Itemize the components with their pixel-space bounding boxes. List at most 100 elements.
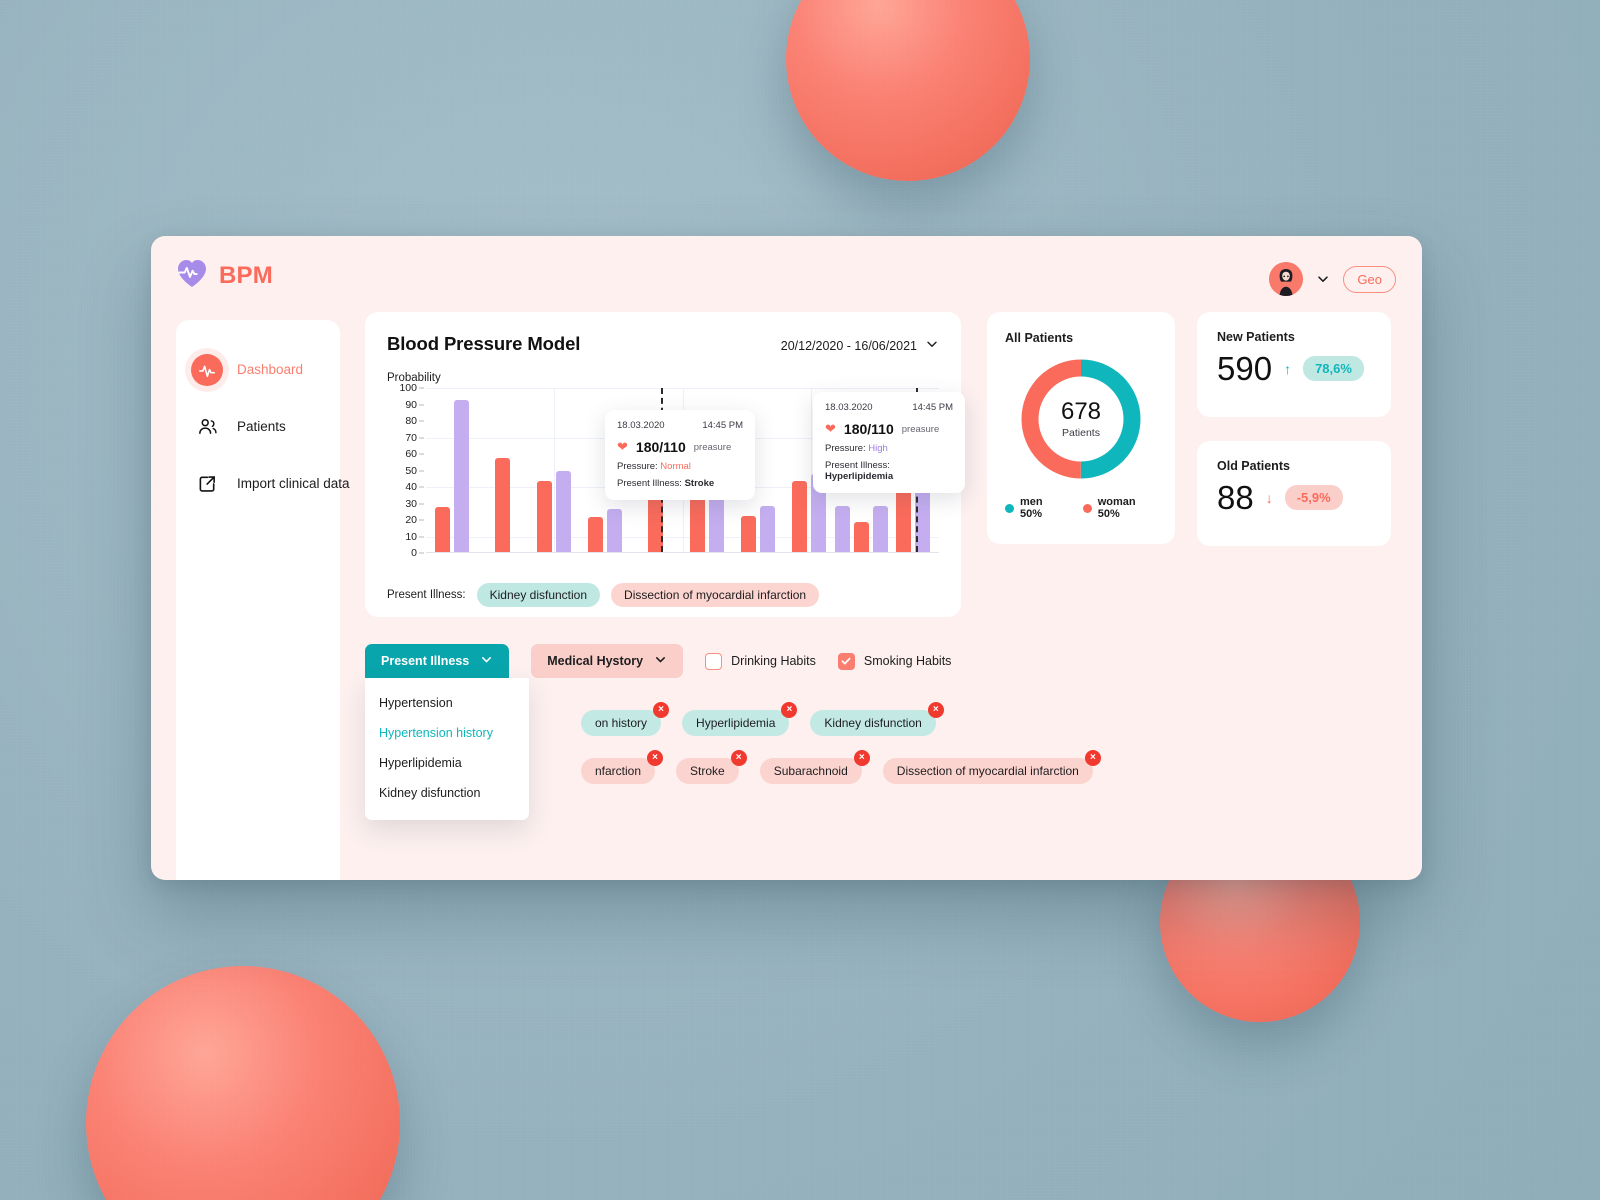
- filter-tag[interactable]: Dissection of myocardial infarction ×: [882, 750, 1101, 784]
- checkbox-label: Smoking Habits: [863, 654, 952, 668]
- all-patients-value: 678: [1060, 397, 1102, 425]
- new-patients-delta: 78,6%: [1303, 356, 1364, 381]
- tooltip-illness: Present Illness: Stroke: [617, 478, 743, 489]
- card-title: New Patients: [1217, 330, 1295, 344]
- legend-woman-label: woman 50%: [1097, 496, 1136, 520]
- tooltip-illness-value: Hyperlipidemia: [825, 471, 894, 482]
- menu-item-hyperlipidemia[interactable]: Hyperlipidemia: [379, 756, 462, 770]
- tooltip-pressure-value: Normal: [660, 461, 691, 472]
- menu-item-hypertension[interactable]: Hypertension: [379, 696, 453, 710]
- y-axis-label: Probability: [387, 372, 441, 384]
- close-icon[interactable]: ×: [781, 702, 798, 718]
- close-icon[interactable]: ×: [647, 750, 664, 766]
- present-illness-menu: Hypertension Hypertension history Hyperl…: [365, 678, 529, 820]
- tooltip-meta: 18.03.2020 14:45 PM: [825, 402, 953, 413]
- bar-group: [426, 388, 477, 552]
- drinking-habits-checkbox[interactable]: Drinking Habits: [705, 652, 816, 670]
- menu-item-hypertension-history[interactable]: Hypertension history: [379, 726, 493, 740]
- chart-legend: Present Illness: Kidney disfunction Diss…: [387, 583, 939, 607]
- brand-name: BPM: [219, 261, 273, 289]
- decorative-sphere-top: [786, 0, 1030, 181]
- bar-red: [792, 481, 808, 552]
- close-icon[interactable]: ×: [1084, 750, 1101, 766]
- tooltip-bp-unit: preasure: [693, 441, 732, 453]
- arrow-down-icon: ↓: [1265, 489, 1273, 506]
- bar-red: [434, 507, 450, 552]
- close-icon[interactable]: ×: [853, 750, 870, 766]
- y-tick-label: 30: [405, 497, 417, 510]
- chevron-down-icon[interactable]: [1316, 272, 1330, 286]
- y-tick-label: 20: [405, 514, 417, 526]
- y-axis-ticks: 0 10 20 30 40 50 60 70 80 90 100: [387, 382, 417, 559]
- bar-red: [853, 522, 869, 552]
- user-avatar[interactable]: [1269, 262, 1304, 296]
- geo-button[interactable]: Geo: [1343, 265, 1396, 293]
- tooltip-pressure: Pressure: Normal: [617, 461, 743, 472]
- gridline-vertical: [810, 388, 812, 552]
- gridline-vertical: [554, 388, 556, 552]
- chart-tooltip-1: 18.03.2020 14:45 PM ❤ 180/110 preasure P…: [605, 410, 755, 500]
- bar-group: [579, 388, 630, 552]
- all-patients-unit: Patients: [1062, 426, 1100, 439]
- y-tick-marks: [419, 387, 424, 554]
- tooltip-pressure-label: Pressure:: [825, 443, 866, 454]
- filter-tag[interactable]: Stroke ×: [676, 750, 747, 784]
- close-icon[interactable]: ×: [927, 702, 944, 718]
- bar-red: [495, 457, 511, 552]
- tooltip-bp-unit: preasure: [901, 423, 940, 435]
- bar-group: [733, 388, 784, 552]
- all-patients-donut-chart: 678 Patients: [1021, 359, 1141, 479]
- sidebar-item-import-clinical-data[interactable]: Import clinical data: [176, 462, 350, 505]
- y-tick-label: 50: [405, 464, 417, 477]
- date-range-label: 20/12/2020 - 16/06/2021: [780, 338, 917, 353]
- tooltip-meta: 18.03.2020 14:45 PM: [617, 420, 743, 431]
- y-tick-label: 0: [411, 547, 417, 559]
- bar-group: [477, 388, 528, 552]
- filter-toolbar: Present Illness Medical Hystory Drinking…: [365, 644, 985, 678]
- dashboard-window: BPM Geo: [151, 236, 1422, 880]
- sidebar-item-patients[interactable]: Patients: [176, 405, 340, 448]
- bar-purple: [555, 471, 571, 552]
- chevron-down-icon: [480, 653, 493, 669]
- y-tick-label: 100: [399, 382, 417, 394]
- y-tick-label: 40: [405, 481, 417, 493]
- bar-purple: [834, 505, 850, 552]
- heart-icon: ❤: [617, 439, 628, 454]
- checkbox-checked-icon: [837, 652, 855, 670]
- chart-tooltip-2: 18.03.2020 14:45 PM ❤ 180/110 preasure P…: [813, 392, 965, 493]
- filter-tag[interactable]: Kidney disfunction ×: [810, 702, 944, 736]
- tooltip-time: 14:45 PM: [702, 420, 743, 431]
- menu-item-kidney-disfunction[interactable]: Kidney disfunction: [379, 786, 481, 800]
- sidebar-item-dashboard[interactable]: Dashboard: [176, 348, 340, 391]
- new-patients-value: 590: [1217, 350, 1273, 387]
- app-header: BPM Geo: [151, 236, 1422, 318]
- chart-plot-area: 0 10 20 30 40 50 60 70 80 90 100 18.03.2020 14:45 …: [387, 382, 965, 570]
- date-range-selector[interactable]: 20/12/2020 - 16/06/2021: [781, 337, 939, 354]
- blood-pressure-chart-card: Blood Pressure Model 20/12/2020 - 16/06/…: [365, 312, 965, 617]
- filter-tag[interactable]: on history ×: [581, 702, 670, 736]
- card-title: Old Patients: [1217, 459, 1290, 473]
- brand: BPM: [176, 258, 273, 293]
- filter-tag-label: on history: [595, 716, 648, 730]
- filter-tag-label: Subarachnoid: [773, 764, 848, 778]
- close-icon[interactable]: ×: [653, 702, 670, 718]
- legend-woman: woman 50%: [1082, 496, 1157, 520]
- medical-history-dropdown[interactable]: Medical Hystory: [531, 644, 684, 678]
- card-title: All Patients: [1005, 331, 1074, 345]
- filter-tag[interactable]: Subarachnoid ×: [759, 750, 870, 784]
- tooltip-illness-label: Present Illness:: [617, 478, 682, 489]
- sidebar-item-label: Dashboard: [237, 362, 304, 377]
- y-tick-label: 70: [405, 431, 417, 444]
- tooltip-illness: Present Illness: Hyperlipidemia: [825, 460, 953, 482]
- smoking-habits-checkbox[interactable]: Smoking Habits: [837, 652, 952, 670]
- new-patients-card: New Patients 590 ↑ 78,6%: [1197, 312, 1391, 417]
- tooltip-pressure-value: High: [868, 443, 888, 454]
- present-illness-dropdown[interactable]: Present Illness: [365, 644, 510, 678]
- close-icon[interactable]: ×: [730, 750, 747, 766]
- legend-item-dissection: Dissection of myocardial infarction: [611, 583, 820, 607]
- bar-group: [784, 388, 835, 552]
- filter-tag[interactable]: Hyperlipidemia ×: [682, 702, 798, 736]
- filter-tag[interactable]: nfarction ×: [581, 750, 664, 784]
- y-tick-label: 10: [405, 530, 417, 543]
